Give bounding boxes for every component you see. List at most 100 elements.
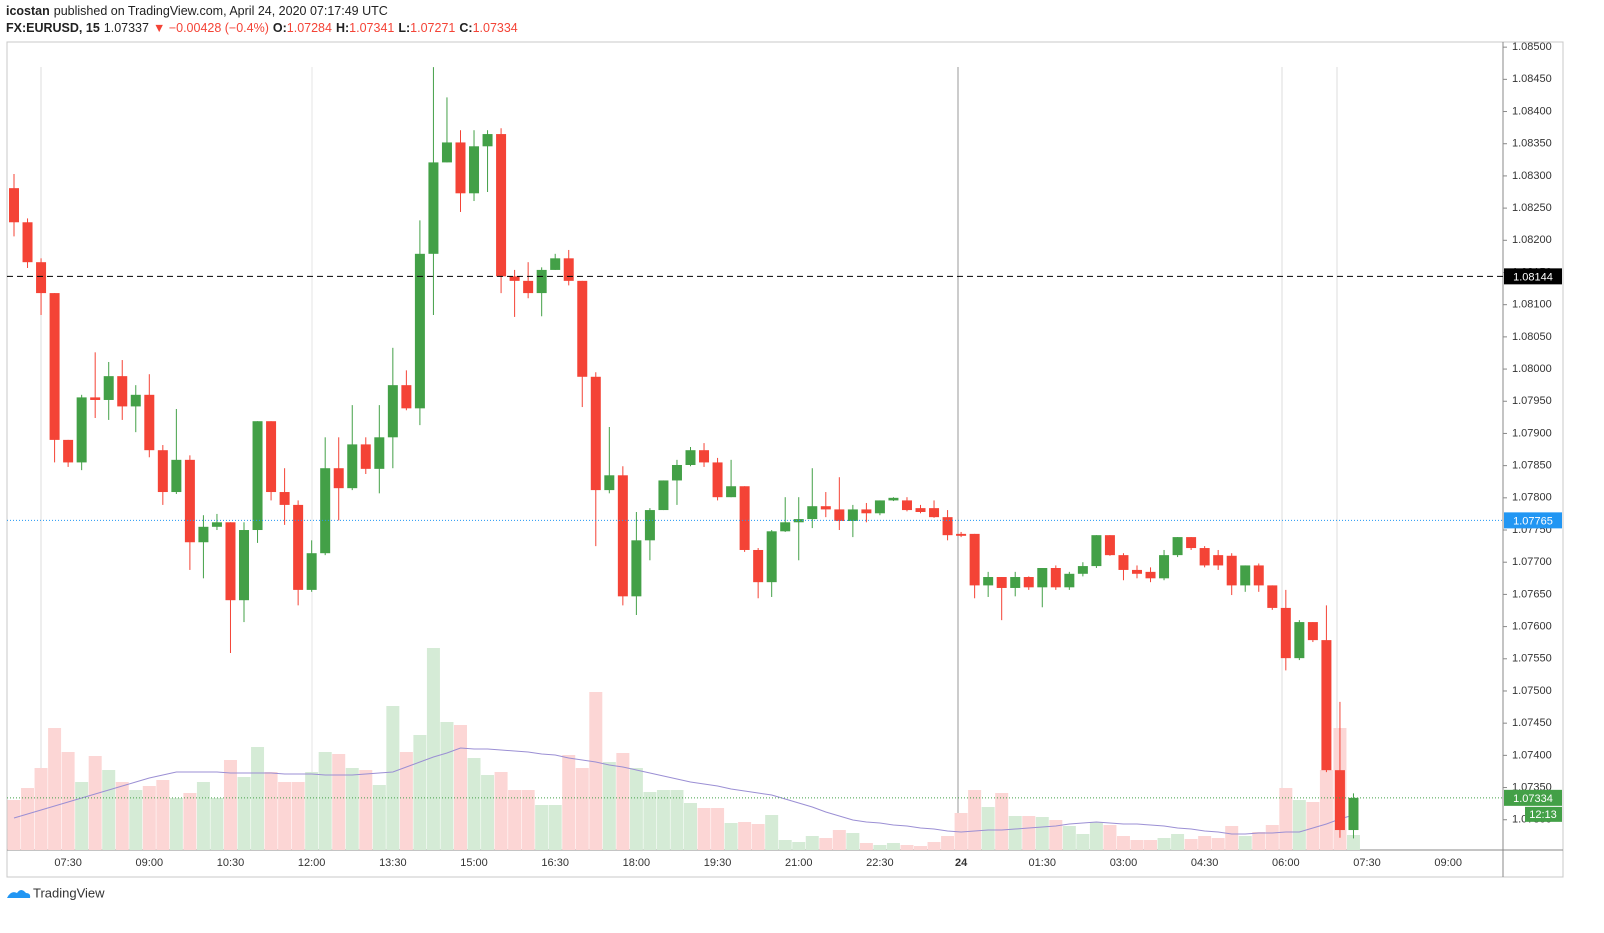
volume-bar <box>832 830 846 850</box>
volume-bar <box>115 782 129 850</box>
volume-bar <box>453 725 467 850</box>
y-tick-label: 1.07650 <box>1512 588 1552 600</box>
candle-body <box>144 394 155 451</box>
candle-body <box>901 500 912 511</box>
candle-body <box>915 508 926 512</box>
candle-body <box>888 497 899 501</box>
volume-bar <box>859 843 873 850</box>
volume-bar <box>1319 770 1333 850</box>
x-tick-label: 21:00 <box>785 857 813 869</box>
candle-body <box>455 142 466 194</box>
volume-bar <box>372 785 386 850</box>
volume-bar <box>941 836 955 850</box>
volume-bar <box>711 808 725 850</box>
candle-body <box>550 258 561 270</box>
y-tick-label: 1.07900 <box>1512 427 1552 439</box>
volume-bar <box>1292 800 1306 850</box>
volume-bar <box>264 772 278 850</box>
candle-body <box>22 222 33 263</box>
volume-bar <box>156 780 170 850</box>
volume-bar <box>237 777 251 850</box>
y-tick-label: 1.08350 <box>1512 138 1552 150</box>
candle-body <box>1050 568 1061 588</box>
candle-body <box>671 464 682 481</box>
candle-body <box>1280 607 1291 659</box>
candle-body <box>90 397 101 400</box>
y-tick-label: 1.08300 <box>1512 170 1552 182</box>
header-line-1: icostan published on TradingView.com, Apr… <box>6 4 388 18</box>
candle-body <box>347 444 358 489</box>
volume-bar <box>48 728 62 850</box>
candle-body <box>9 188 19 223</box>
x-tick-label: 07:30 <box>54 857 82 869</box>
volume-bar <box>697 808 711 850</box>
volume-bar <box>386 706 400 850</box>
volume-bar <box>751 824 765 850</box>
price-label-box <box>1504 512 1562 529</box>
candle-body <box>658 480 669 511</box>
x-tick-label: 09:00 <box>136 857 164 869</box>
candle-body <box>1240 565 1251 586</box>
candle-body <box>1104 535 1115 556</box>
candle-body <box>76 397 87 463</box>
volume-bar <box>467 758 481 850</box>
price-label: 1.08144 <box>1513 271 1553 283</box>
candle-body <box>1091 535 1102 567</box>
candle-body <box>387 385 398 438</box>
volume-bar <box>1306 802 1320 850</box>
volume-bar <box>399 752 413 850</box>
x-tick-label: 24 <box>955 857 968 869</box>
low-value: 1.07271 <box>410 21 455 35</box>
candle-body <box>1037 568 1048 588</box>
candle-body <box>49 293 60 440</box>
candle-body <box>509 276 520 281</box>
candle-body <box>496 134 507 277</box>
candle-body <box>712 462 723 498</box>
volume-bar <box>196 782 210 850</box>
x-tick-label: 01:30 <box>1029 857 1057 869</box>
volume-bar <box>616 753 630 850</box>
volume-bar <box>1184 839 1198 850</box>
volume-bar <box>61 752 75 850</box>
candle-body <box>1267 585 1278 608</box>
y-tick-label: 1.08400 <box>1512 105 1552 117</box>
volume-bar <box>1076 834 1090 850</box>
candle-body <box>874 500 885 514</box>
candle-body <box>1226 555 1237 586</box>
candle-body <box>726 486 737 498</box>
volume-bar <box>589 692 603 850</box>
y-tick-label: 1.07850 <box>1512 460 1552 472</box>
x-tick-label: 12:00 <box>298 857 326 869</box>
candle-body <box>685 450 696 465</box>
volume-bar <box>481 775 495 850</box>
header-line-2: FX:EURUSD, 15 1.07337 ▼ −0.00428 (−0.4%) O:… <box>6 21 518 35</box>
logo-icon <box>7 890 31 898</box>
volume-bar <box>738 822 752 850</box>
y-tick-label: 1.07600 <box>1512 620 1552 632</box>
candle-body <box>184 459 195 543</box>
volume-bar <box>1346 835 1360 850</box>
candle-body <box>1294 622 1305 659</box>
volume-bar <box>1035 817 1049 850</box>
volume-bar <box>981 807 995 850</box>
open-label: O: <box>273 21 287 35</box>
volume-bar <box>413 735 427 850</box>
candle-body <box>225 522 236 601</box>
volume-bar <box>927 842 941 850</box>
candle-body <box>577 280 588 377</box>
candle-body <box>631 540 642 597</box>
candle-body <box>699 450 710 463</box>
candle-body <box>1172 537 1183 556</box>
candle-body <box>320 468 331 554</box>
x-tick-label: 07:30 <box>1353 857 1381 869</box>
volume-bar <box>278 782 292 850</box>
candle-body <box>401 385 412 409</box>
candle-body <box>333 468 344 489</box>
volume-bar <box>1225 826 1239 850</box>
volume-bar <box>1198 836 1212 850</box>
volume-bar <box>914 846 928 850</box>
y-tick-label: 1.07800 <box>1512 492 1552 504</box>
candle-body <box>428 162 439 254</box>
x-tick-label: 03:00 <box>1110 857 1138 869</box>
